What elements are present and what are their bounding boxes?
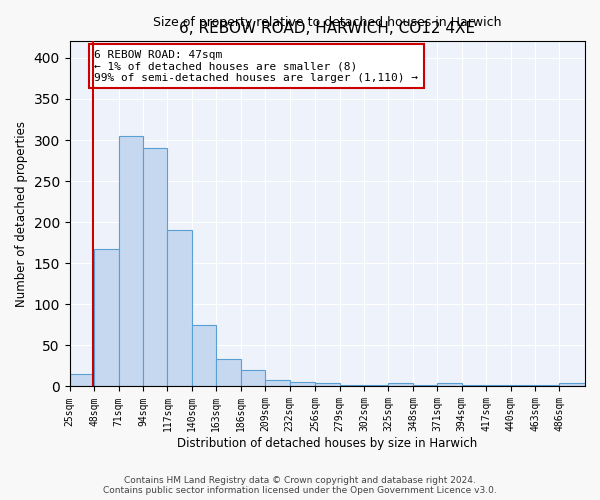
Bar: [559, 383, 585, 386]
Text: Size of property relative to detached houses in Harwich: Size of property relative to detached ho…: [153, 16, 502, 30]
Bar: [486, 385, 511, 386]
Bar: [388, 383, 413, 386]
Bar: [265, 380, 290, 386]
Title: 6, REBOW ROAD, HARWICH, CO12 4XE: 6, REBOW ROAD, HARWICH, CO12 4XE: [179, 21, 475, 36]
Bar: [437, 383, 462, 386]
Bar: [192, 325, 216, 386]
Bar: [143, 148, 167, 386]
Bar: [241, 370, 265, 386]
Bar: [315, 383, 340, 386]
Bar: [119, 136, 143, 386]
Bar: [413, 385, 437, 386]
Bar: [511, 385, 535, 386]
Text: 6 REBOW ROAD: 47sqm
← 1% of detached houses are smaller (8)
99% of semi-detached: 6 REBOW ROAD: 47sqm ← 1% of detached hou…: [94, 50, 418, 83]
Bar: [70, 374, 94, 386]
Bar: [94, 250, 119, 386]
Text: Contains HM Land Registry data © Crown copyright and database right 2024.
Contai: Contains HM Land Registry data © Crown c…: [103, 476, 497, 495]
Bar: [462, 385, 486, 386]
X-axis label: Distribution of detached houses by size in Harwich: Distribution of detached houses by size …: [177, 437, 478, 450]
Bar: [290, 382, 315, 386]
Bar: [340, 385, 364, 386]
Bar: [167, 230, 192, 386]
Bar: [535, 385, 559, 386]
Bar: [364, 385, 388, 386]
Bar: [216, 360, 241, 386]
Y-axis label: Number of detached properties: Number of detached properties: [15, 121, 28, 307]
